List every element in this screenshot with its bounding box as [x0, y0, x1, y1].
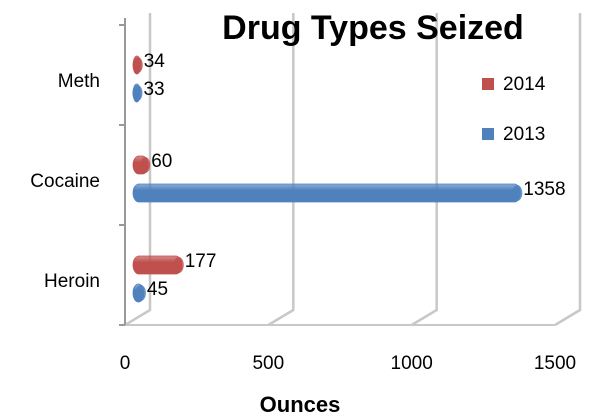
- bar-cap: [140, 157, 151, 173]
- bar-cap: [132, 57, 143, 73]
- data-label: 60: [151, 151, 172, 172]
- y-tick-label: Heroin: [44, 271, 100, 292]
- legend-swatch: [482, 128, 494, 140]
- x-tick-label: 1500: [534, 353, 576, 374]
- bar-cap: [135, 285, 146, 301]
- x-tick-label: 0: [120, 353, 131, 374]
- chart-title: Drug Types Seized: [222, 9, 524, 47]
- bar: [132, 183, 521, 203]
- legend-label: 2013: [503, 124, 545, 145]
- legend-label: 2014: [503, 74, 546, 95]
- data-label: 177: [185, 251, 217, 272]
- grid-line: [124, 13, 152, 327]
- x-axis-label: Ounces: [260, 392, 341, 417]
- y-tick-label: Meth: [58, 71, 100, 92]
- bar-cap: [512, 185, 523, 201]
- y-tick-label: Cocaine: [30, 171, 100, 192]
- grid: [124, 13, 582, 327]
- grid-line: [267, 13, 295, 327]
- data-label: 34: [144, 51, 166, 72]
- bar-cap: [173, 257, 184, 273]
- data-label: 45: [147, 279, 168, 300]
- data-label: 33: [143, 79, 164, 100]
- x-tick-label: 1000: [391, 353, 433, 374]
- legend-swatch: [482, 78, 494, 90]
- grid-line: [411, 13, 438, 327]
- bar-cap: [132, 85, 143, 101]
- x-tick-label: 500: [252, 353, 284, 374]
- data-label: 1358: [523, 179, 565, 200]
- bars: [132, 55, 523, 303]
- grid-line: [554, 13, 582, 327]
